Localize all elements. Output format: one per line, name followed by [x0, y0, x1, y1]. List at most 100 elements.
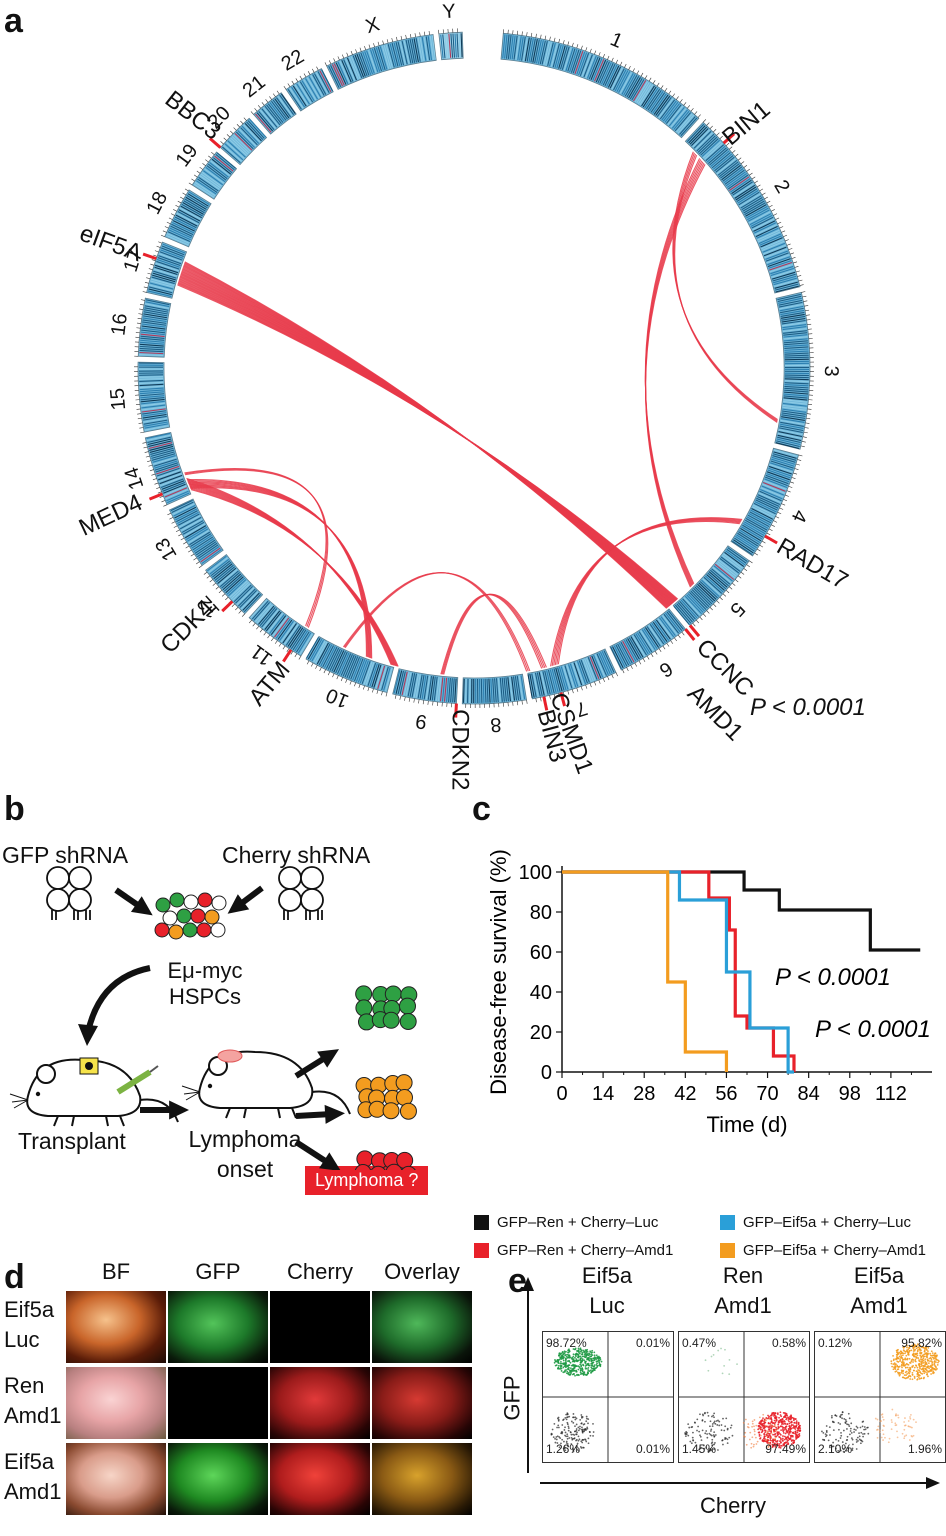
- cell-icon: [190, 908, 206, 924]
- flow-plot-title: Eif5a: [853, 1263, 905, 1288]
- gene-label-rad17: RAD17: [772, 533, 853, 595]
- link: [179, 276, 675, 603]
- gfp-shrna-icon: [46, 866, 92, 920]
- chromosome-label: 15: [106, 387, 130, 411]
- link: [441, 593, 544, 675]
- link: [186, 479, 367, 657]
- chromosome-6: [609, 608, 689, 674]
- chromosome-2: [684, 119, 804, 294]
- chromosome-x: [324, 30, 437, 90]
- cell-icon: [210, 922, 226, 938]
- imaging-panel: BF GFP Cherry Overlay Eif5a Luc Ren Amd1 Eif5a Am…: [0, 1255, 480, 1536]
- gene-tick: [208, 137, 222, 149]
- chromosome-15: [134, 361, 171, 434]
- chromosome-label: 6: [655, 657, 676, 682]
- cell-icon: [211, 895, 227, 911]
- legend-swatch: [720, 1243, 735, 1258]
- link: [181, 271, 672, 605]
- quadrant-percentage: 0.47%: [682, 1336, 717, 1350]
- link: [177, 283, 678, 600]
- chromosome-20: [217, 117, 268, 166]
- x-tick-label: 28: [633, 1083, 655, 1105]
- imaging-image: [372, 1367, 472, 1439]
- imaging-column-header: Cherry: [286, 1259, 353, 1284]
- chromosome-label: 14: [121, 464, 149, 492]
- x-tick-label: 42: [674, 1083, 696, 1105]
- chromosome-17: [142, 241, 188, 299]
- arrow-icon: [295, 1104, 345, 1124]
- hspc-label-line2: HSPCs: [168, 984, 242, 1009]
- survival-curve: [562, 870, 796, 1072]
- legend-swatch: [474, 1243, 489, 1258]
- gfp-axis-label: GFP: [499, 1375, 525, 1421]
- chromosome-label: X: [363, 13, 382, 38]
- x-tick-label: 14: [592, 1083, 614, 1105]
- quadrant-percentage: 0.01%: [635, 1336, 670, 1350]
- cell-icon: [176, 908, 192, 924]
- chromosome-label: 16: [107, 312, 132, 337]
- gene-label-cdkn2: CDKN2: [447, 709, 474, 790]
- chromosome-11: [248, 597, 315, 660]
- y-axis-label: Disease-free survival (%): [486, 849, 511, 1095]
- chromosome-label: 18: [142, 188, 172, 218]
- flow-plot-title: Eif5a: [581, 1263, 633, 1288]
- gene-tick: [221, 600, 234, 613]
- x-tick-label: 0: [556, 1083, 567, 1105]
- cherry-axis-label: Cherry: [700, 1493, 767, 1518]
- x-tick-label: 70: [756, 1083, 778, 1105]
- flow-plot: 98.72% 0.01% 1.26% 0.01%: [542, 1331, 674, 1463]
- imaging-image: [270, 1291, 370, 1363]
- quadrant-percentage: 1.96%: [907, 1442, 942, 1456]
- gene-label-bbc3: BBC3: [160, 86, 226, 146]
- lymphoma-mouse-icon: [181, 1049, 351, 1119]
- imaging-image: [66, 1443, 166, 1515]
- link: [180, 272, 673, 605]
- chromosome-label: 9: [414, 709, 428, 732]
- gene-label-med4: MED4: [75, 489, 147, 542]
- y-tick-label: 80: [530, 902, 552, 924]
- flow-plot-title: Ren: [722, 1263, 764, 1288]
- imaging-image: [66, 1367, 166, 1439]
- legend-item: GFP–Ren + Cherry–Amd1: [474, 1242, 673, 1259]
- cell-icon: [182, 922, 198, 938]
- chromosome-label: 3: [820, 365, 842, 376]
- panel-label-e: e: [508, 1262, 527, 1300]
- link: [178, 281, 677, 601]
- chromosome-10: [305, 635, 395, 697]
- arrow-icon: [85, 965, 151, 1033]
- link: [178, 278, 676, 602]
- arrow-icon: [294, 1139, 341, 1170]
- imaging-image: [66, 1291, 166, 1363]
- y-tick-label: 100: [519, 862, 552, 884]
- flow-plot-title: Amd1: [714, 1293, 772, 1318]
- gene-tick: [542, 696, 549, 711]
- x-tick-label: 98: [839, 1083, 861, 1105]
- gene-tick: [722, 132, 736, 145]
- chromosome-9: [392, 668, 459, 708]
- imaging-image: [372, 1443, 472, 1515]
- imaging-row-label: Amd1: [4, 1403, 62, 1428]
- chromosome-label: 5: [725, 598, 749, 621]
- quadrant-percentage: 0.01%: [635, 1442, 670, 1456]
- chromosome-7: [527, 648, 618, 703]
- link: [184, 468, 327, 627]
- link: [180, 274, 674, 604]
- red-lymphoma-cluster: [354, 1150, 416, 1170]
- survival-curve: [562, 870, 794, 1074]
- chromosome-13: [167, 498, 224, 569]
- imaging-row-label: Amd1: [4, 1479, 62, 1504]
- imaging-image: [168, 1443, 268, 1515]
- panel-label-c: c: [472, 790, 491, 828]
- flow-plot-title: Amd1: [850, 1293, 908, 1318]
- legend-label: GFP–Ren + Cherry–Luc: [497, 1214, 659, 1231]
- survival-legend: GFP–Ren + Cherry–Luc GFP–Ren + Cherry–Amd…: [474, 1214, 944, 1274]
- flow-scatter: [679, 1332, 809, 1462]
- link: [178, 279, 676, 602]
- chromosome-label: Y: [442, 0, 457, 23]
- green-lymphoma-cluster: [355, 985, 418, 1031]
- imaging-row-label: Eif5a: [4, 1297, 55, 1322]
- cell-icon: [169, 892, 185, 908]
- chromosome-label: 10: [323, 683, 352, 712]
- survival-chart: 0 14 28 42 56 70 84 98 112 0 20 40 60 80 100 Time (d) Di…: [486, 849, 932, 1137]
- imaging-image: [168, 1367, 268, 1439]
